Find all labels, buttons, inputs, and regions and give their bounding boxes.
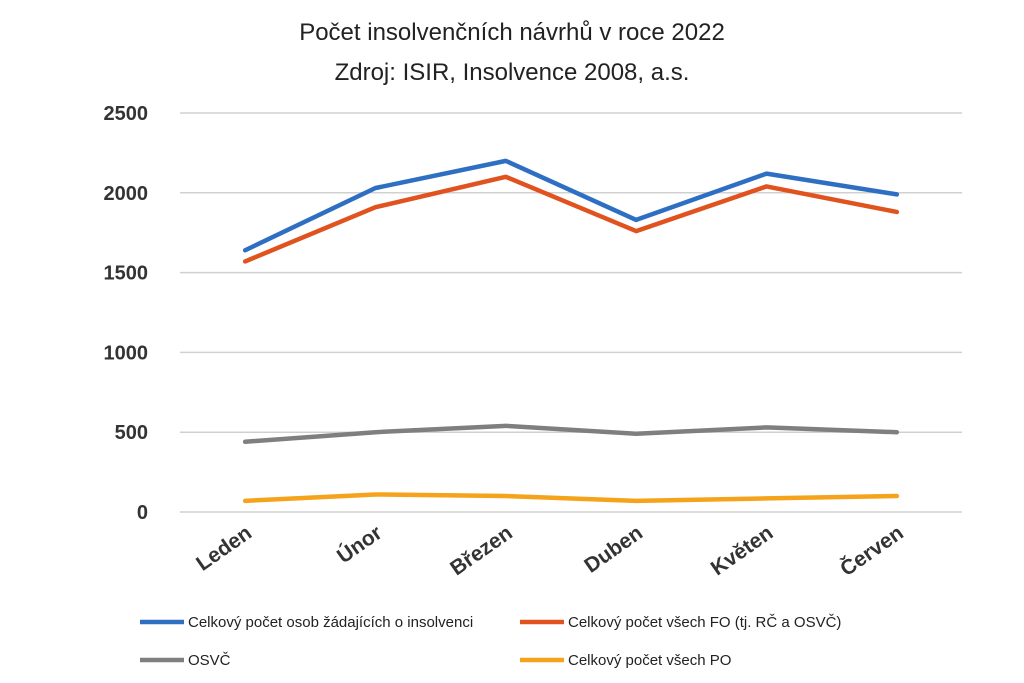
- x-tick-label: Březen: [446, 521, 517, 580]
- chart-subtitle: Zdroj: ISIR, Insolvence 2008, a.s.: [335, 59, 690, 86]
- series-line-2: [242, 174, 900, 264]
- series-line-1: [242, 158, 900, 253]
- chart-title: Počet insolvenčních návrhů v roce 2022: [299, 19, 725, 46]
- legend-label: OSVČ: [188, 652, 231, 669]
- y-tick-label: 500: [115, 422, 148, 444]
- y-tick-label: 2000: [104, 183, 149, 205]
- series-line-3: [242, 423, 900, 445]
- x-axis: Leden Únor Březen Duben Květen Červen: [192, 520, 908, 581]
- legend: Celkový počet osob žádajících o insolven…: [140, 614, 841, 669]
- y-tick-label: 2500: [104, 103, 149, 125]
- x-tick-label: Duben: [580, 521, 647, 577]
- y-tick-label: 1500: [104, 263, 149, 285]
- legend-label: Celkový počet všech PO: [568, 652, 731, 669]
- series-line-4: [242, 492, 900, 504]
- y-tick-label: 0: [137, 502, 148, 524]
- series-lines: [242, 158, 900, 504]
- y-tick-label: 1000: [104, 342, 149, 364]
- x-tick-label: Leden: [192, 521, 256, 575]
- x-tick-label: Červen: [836, 520, 908, 581]
- x-tick-label: Únor: [332, 520, 386, 568]
- legend-label: Celkový počet všech FO (tj. RČ a OSVČ): [568, 614, 841, 631]
- y-axis: 0 500 1000 1500 2000 2500: [104, 103, 149, 524]
- x-tick-label: Květen: [707, 521, 778, 580]
- legend-label: Celkový počet osob žádajících o insolven…: [188, 614, 473, 631]
- gridlines: [180, 112, 962, 513]
